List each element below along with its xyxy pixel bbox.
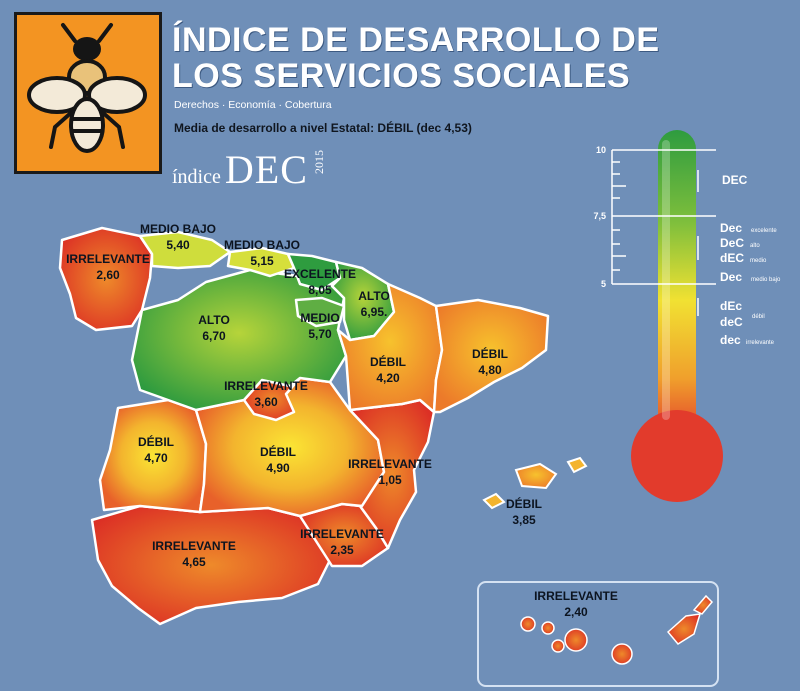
label-cataluna-value: 4,80 bbox=[478, 363, 502, 377]
label-navarra-value: 6,95. bbox=[361, 305, 388, 319]
region-la-rioja bbox=[294, 296, 346, 328]
title-line-1: ÍNDICE DE DESARROLLO DE bbox=[172, 21, 660, 59]
label-valencia-value: 1,05 bbox=[378, 473, 402, 487]
legend-dec: DEC bbox=[722, 173, 748, 187]
label-castilla-leon-value: 6,70 bbox=[202, 329, 226, 343]
bee-icon bbox=[27, 23, 147, 153]
canary-inset-frame bbox=[477, 581, 719, 687]
thermometer: 10 7,5 5 bbox=[593, 130, 723, 502]
legend-debil-note: débil bbox=[752, 314, 765, 320]
scale-label-10: 10 bbox=[596, 145, 606, 155]
legend-excelente: Dec bbox=[720, 221, 742, 235]
label-murcia-value: 2,35 bbox=[330, 543, 354, 557]
region-cantabria bbox=[226, 246, 296, 278]
label-asturias-rating: MEDIO BAJO bbox=[140, 222, 216, 236]
canary-islands bbox=[520, 594, 714, 665]
thermometer-tube bbox=[658, 130, 696, 440]
logo bbox=[14, 12, 162, 174]
balearic-islands bbox=[482, 456, 588, 510]
legend-dec-alt: deC bbox=[720, 315, 743, 329]
legend-irrelevante-note: irrelevante bbox=[746, 340, 775, 346]
legend-debil: dEc bbox=[720, 299, 742, 313]
label-asturias-value: 5,40 bbox=[166, 238, 190, 252]
label-canarias-rating: IRRELEVANTE bbox=[534, 589, 618, 603]
legend-alto-note: alto bbox=[750, 243, 760, 249]
label-castilla-la-mancha-rating: DÉBIL bbox=[260, 444, 296, 459]
legend-irrelevante: dec bbox=[720, 333, 741, 347]
brand-prefix: índice bbox=[172, 166, 221, 188]
region-labels: IRRELEVANTE 2,60 MEDIO BAJO 5,40 MEDIO B… bbox=[66, 222, 618, 619]
brand-wordmark: índice DEC 2015 bbox=[172, 146, 327, 193]
national-average: Media de desarrollo a nivel Estatal: DÉB… bbox=[174, 121, 472, 135]
label-galicia-value: 2,60 bbox=[96, 268, 120, 282]
label-la-rioja-rating: MEDIO bbox=[300, 311, 339, 325]
thermometer-legend: DEC Dec excelente DeC alto dEC medio Dec… bbox=[720, 173, 781, 347]
label-aragon-value: 4,20 bbox=[376, 371, 400, 385]
legend-medio-bajo: Dec bbox=[720, 270, 742, 284]
label-cantabria-rating: MEDIO BAJO bbox=[224, 238, 300, 252]
label-galicia-rating: IRRELEVANTE bbox=[66, 252, 150, 266]
label-murcia-rating: IRRELEVANTE bbox=[300, 527, 384, 541]
label-andalucia-value: 4,65 bbox=[182, 555, 206, 569]
subtitle: Derechos · Economía · Cobertura bbox=[174, 99, 332, 111]
title-line-2: LOS SERVICIOS SOCIALES bbox=[172, 57, 631, 95]
label-baleares-rating: DÉBIL bbox=[506, 496, 542, 511]
label-valencia-rating: IRRELEVANTE bbox=[348, 457, 432, 471]
legend-alto: DeC bbox=[720, 236, 744, 250]
legend-excelente-note: excelente bbox=[751, 228, 777, 234]
region-pais-vasco bbox=[286, 252, 342, 292]
label-pais-vasco-value: 8,05 bbox=[308, 283, 332, 297]
label-extremadura-rating: DÉBIL bbox=[138, 434, 174, 449]
legend-medio-note: medio bbox=[750, 258, 767, 264]
region-andalucia bbox=[90, 504, 332, 626]
scale-label-5: 5 bbox=[601, 279, 606, 289]
region-galicia bbox=[58, 226, 154, 332]
page-title: ÍNDICE DE DESARROLLO DE LOS SERVICIOS SO… bbox=[172, 22, 660, 94]
label-andalucia-rating: IRRELEVANTE bbox=[152, 539, 236, 553]
region-cataluna bbox=[432, 298, 550, 414]
label-pais-vasco-rating: EXCELENTE bbox=[284, 267, 356, 281]
label-madrid-value: 3,60 bbox=[254, 395, 278, 409]
label-canarias-value: 2,40 bbox=[564, 605, 588, 619]
label-castilla-leon-rating: ALTO bbox=[198, 313, 230, 327]
region-asturias bbox=[138, 230, 232, 270]
brand-name: DEC bbox=[224, 147, 308, 192]
label-cataluna-rating: DÉBIL bbox=[472, 346, 508, 361]
thermometer-bulb bbox=[631, 410, 723, 502]
label-madrid-rating: IRRELEVANTE bbox=[224, 379, 308, 393]
label-aragon-rating: DÉBIL bbox=[370, 354, 406, 369]
label-navarra-rating: ALTO bbox=[358, 289, 390, 303]
label-la-rioja-value: 5,70 bbox=[308, 327, 332, 341]
legend-medio-bajo-note: medio bajo bbox=[751, 277, 781, 283]
label-baleares-value: 3,85 bbox=[512, 513, 536, 527]
legend-medio: dEC bbox=[720, 251, 744, 265]
label-extremadura-value: 4,70 bbox=[144, 451, 168, 465]
label-castilla-la-mancha-value: 4,90 bbox=[266, 461, 290, 475]
scale-label-7-5: 7,5 bbox=[593, 211, 606, 221]
label-cantabria-value: 5,15 bbox=[250, 254, 274, 268]
